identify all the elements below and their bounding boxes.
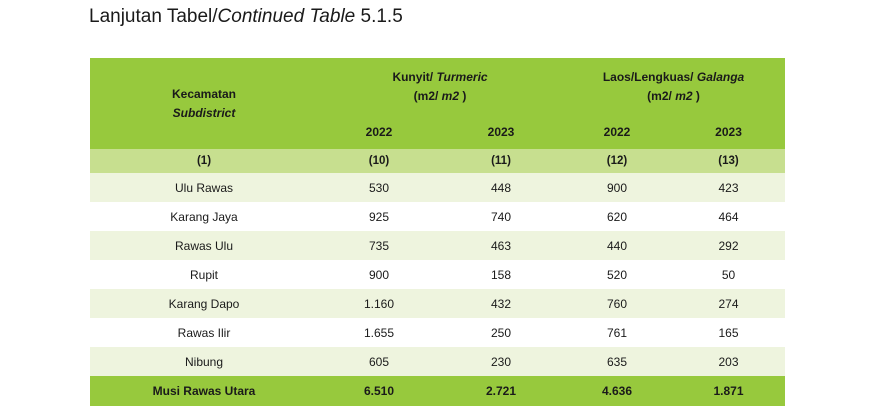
total-cell: 1.871: [672, 376, 786, 406]
total-cell: 2.721: [440, 376, 563, 406]
table-cell: 274: [672, 289, 786, 318]
data-table: Kecamatan Subdistrict Kunyit/ Turmeric (…: [90, 58, 786, 406]
table-row: Karang Dapo 1.160 432 760 274: [90, 289, 786, 318]
subdistrict-name: Rawas Ulu: [90, 231, 318, 260]
table-cell: 530: [318, 173, 440, 202]
table-cell: 735: [318, 231, 440, 260]
title-english: Continued Table: [217, 6, 356, 27]
galanga-name-en: Galanga: [696, 69, 745, 84]
subdistrict-name: Karang Dapo: [90, 289, 318, 318]
table-cell: 900: [562, 173, 673, 202]
table-cell: 760: [562, 289, 673, 318]
subdistrict-header-id: Kecamatan: [171, 86, 237, 101]
year-header: 2023: [715, 125, 742, 139]
table-cell: 635: [562, 347, 673, 376]
table-cell: 440: [562, 231, 673, 260]
table-cell: 292: [672, 231, 786, 260]
table-cell: 605: [318, 347, 440, 376]
table-cell: 463: [440, 231, 563, 260]
table-cell: 158: [440, 260, 563, 289]
table-cell: 900: [318, 260, 440, 289]
column-number-row: (1) (10) (11) (12) (13): [90, 149, 786, 173]
table-row: Rupit 900 158 520 50: [90, 260, 786, 289]
table-cell: 740: [440, 202, 563, 231]
table-cell: 432: [440, 289, 563, 318]
turmeric-name-en: Turmeric: [436, 69, 488, 84]
year-header: 2022: [365, 125, 393, 139]
column-number: (10): [318, 149, 440, 173]
table-row: Rawas Ulu 735 463 440 292: [90, 231, 786, 260]
table-row: Rawas Ilir 1.655 250 761 165: [90, 318, 786, 347]
table-row: Karang Jaya 925 740 620 464: [90, 202, 786, 231]
table-cell: 1.655: [318, 318, 440, 347]
table-cell: 761: [562, 318, 673, 347]
column-number: (12): [562, 149, 673, 173]
column-number: (1): [90, 149, 318, 173]
table-cell: 925: [318, 202, 440, 231]
table-cell: 423: [672, 173, 786, 202]
galanga-unit: (m2/ m2 ): [647, 88, 700, 103]
table-cell: 620: [562, 202, 673, 231]
turmeric-name: Kunyit/: [392, 69, 437, 84]
total-cell: 4.636: [562, 376, 673, 406]
subdistrict-name: Rupit: [90, 260, 318, 289]
table-cell: 250: [440, 318, 563, 347]
table-cell: 203: [672, 347, 786, 376]
column-number: (11): [440, 149, 563, 173]
table-cell: 50: [672, 260, 786, 289]
table-cell: 165: [672, 318, 786, 347]
total-cell: 6.510: [318, 376, 440, 406]
subdistrict-name: Ulu Rawas: [90, 173, 318, 202]
total-row: Musi Rawas Utara 6.510 2.721 4.636 1.871: [90, 376, 786, 406]
galanga-name: Laos/Lengkuas/: [602, 69, 697, 84]
table-row: Nibung 605 230 635 203: [90, 347, 786, 376]
table-cell: 230: [440, 347, 563, 376]
page-title: Lanjutan Tabel/Continued Table 5.1.5: [89, 6, 403, 28]
table-cell: 464: [672, 202, 786, 231]
subdistrict-header: Kecamatan Subdistrict: [90, 58, 318, 149]
year-header: 2023: [487, 125, 515, 139]
title-number: 5.1.5: [355, 6, 403, 27]
subdistrict-name: Rawas Ilir: [90, 318, 318, 347]
table-cell: 520: [562, 260, 673, 289]
turmeric-header: Kunyit/ Turmeric (m2/ m2 ): [318, 58, 562, 115]
table-cell: 1.160: [318, 289, 440, 318]
column-number: (13): [672, 149, 786, 173]
table-cell: 448: [440, 173, 563, 202]
subdistrict-name: Karang Jaya: [90, 202, 318, 231]
total-label: Musi Rawas Utara: [90, 376, 318, 406]
title-prefix: Lanjutan Tabel/: [89, 6, 218, 27]
table-row: Ulu Rawas 530 448 900 423: [90, 173, 786, 202]
galanga-header: Laos/Lengkuas/ Galanga (m2/ m2 ): [562, 58, 785, 115]
subdistrict-header-en: Subdistrict: [172, 105, 236, 120]
subdistrict-name: Nibung: [90, 347, 318, 376]
year-header: 2022: [603, 125, 631, 139]
turmeric-unit: (m2/ m2 ): [413, 88, 467, 103]
